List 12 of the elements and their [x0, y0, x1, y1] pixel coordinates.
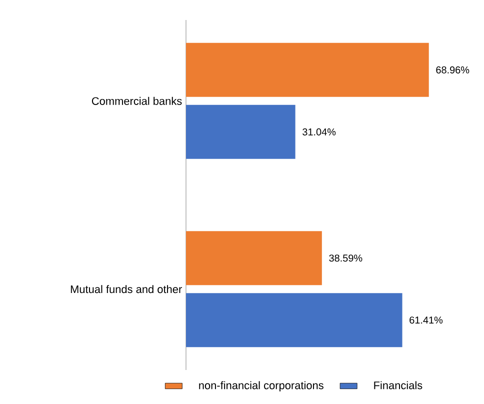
- legend-label: non-financial corporations: [199, 381, 324, 392]
- y-tick-label: Mutual funds and other: [70, 285, 182, 294]
- data-label: 38.59%: [329, 254, 362, 262]
- bar: [186, 231, 322, 286]
- bar: [186, 104, 296, 159]
- legend-label: Financials: [374, 381, 422, 390]
- y-tick-label: Commercial banks: [92, 96, 182, 105]
- bar: [186, 42, 429, 97]
- bar: [186, 293, 402, 348]
- data-label: 61.41%: [410, 316, 443, 324]
- data-label: 68.96%: [436, 66, 470, 74]
- data-label: 31.04%: [302, 128, 336, 136]
